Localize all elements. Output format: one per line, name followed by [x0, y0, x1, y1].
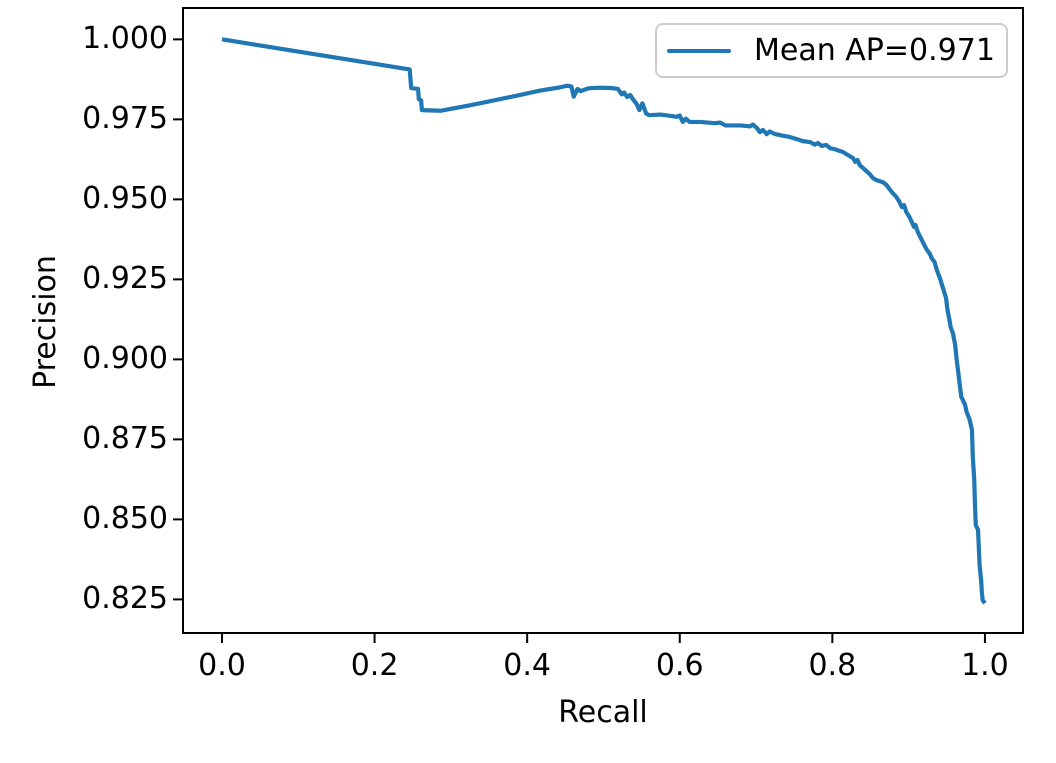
pr-curve-line: [221, 37, 987, 605]
y-tick-label: 0.925: [82, 261, 168, 297]
y-tick-label: 0.875: [82, 421, 168, 457]
y-tick-label: 0.950: [82, 181, 168, 217]
y-tick-label: 0.850: [82, 501, 168, 537]
y-tick-label: 0.825: [82, 581, 168, 617]
x-tick-label: 0.6: [655, 648, 704, 683]
legend: Mean AP=0.971: [655, 23, 1008, 78]
legend-label: Mean AP=0.971: [754, 32, 995, 68]
y-axis-label: Precision: [28, 255, 63, 389]
y-tick-label: 1.000: [82, 21, 168, 57]
x-axis-label: Recall: [558, 695, 648, 730]
legend-line-sample-icon: [667, 48, 731, 53]
x-tick-label: 0.4: [503, 648, 552, 683]
y-tick-label: 0.900: [82, 341, 168, 377]
x-tick-label: 0.2: [350, 648, 399, 683]
x-tick-label: 0.0: [198, 648, 246, 683]
x-tick-label: 0.8: [808, 648, 857, 683]
y-tick-label: 0.975: [82, 101, 168, 137]
axes-spines: [182, 7, 1024, 634]
x-tick-label: 1.0: [961, 648, 1009, 683]
